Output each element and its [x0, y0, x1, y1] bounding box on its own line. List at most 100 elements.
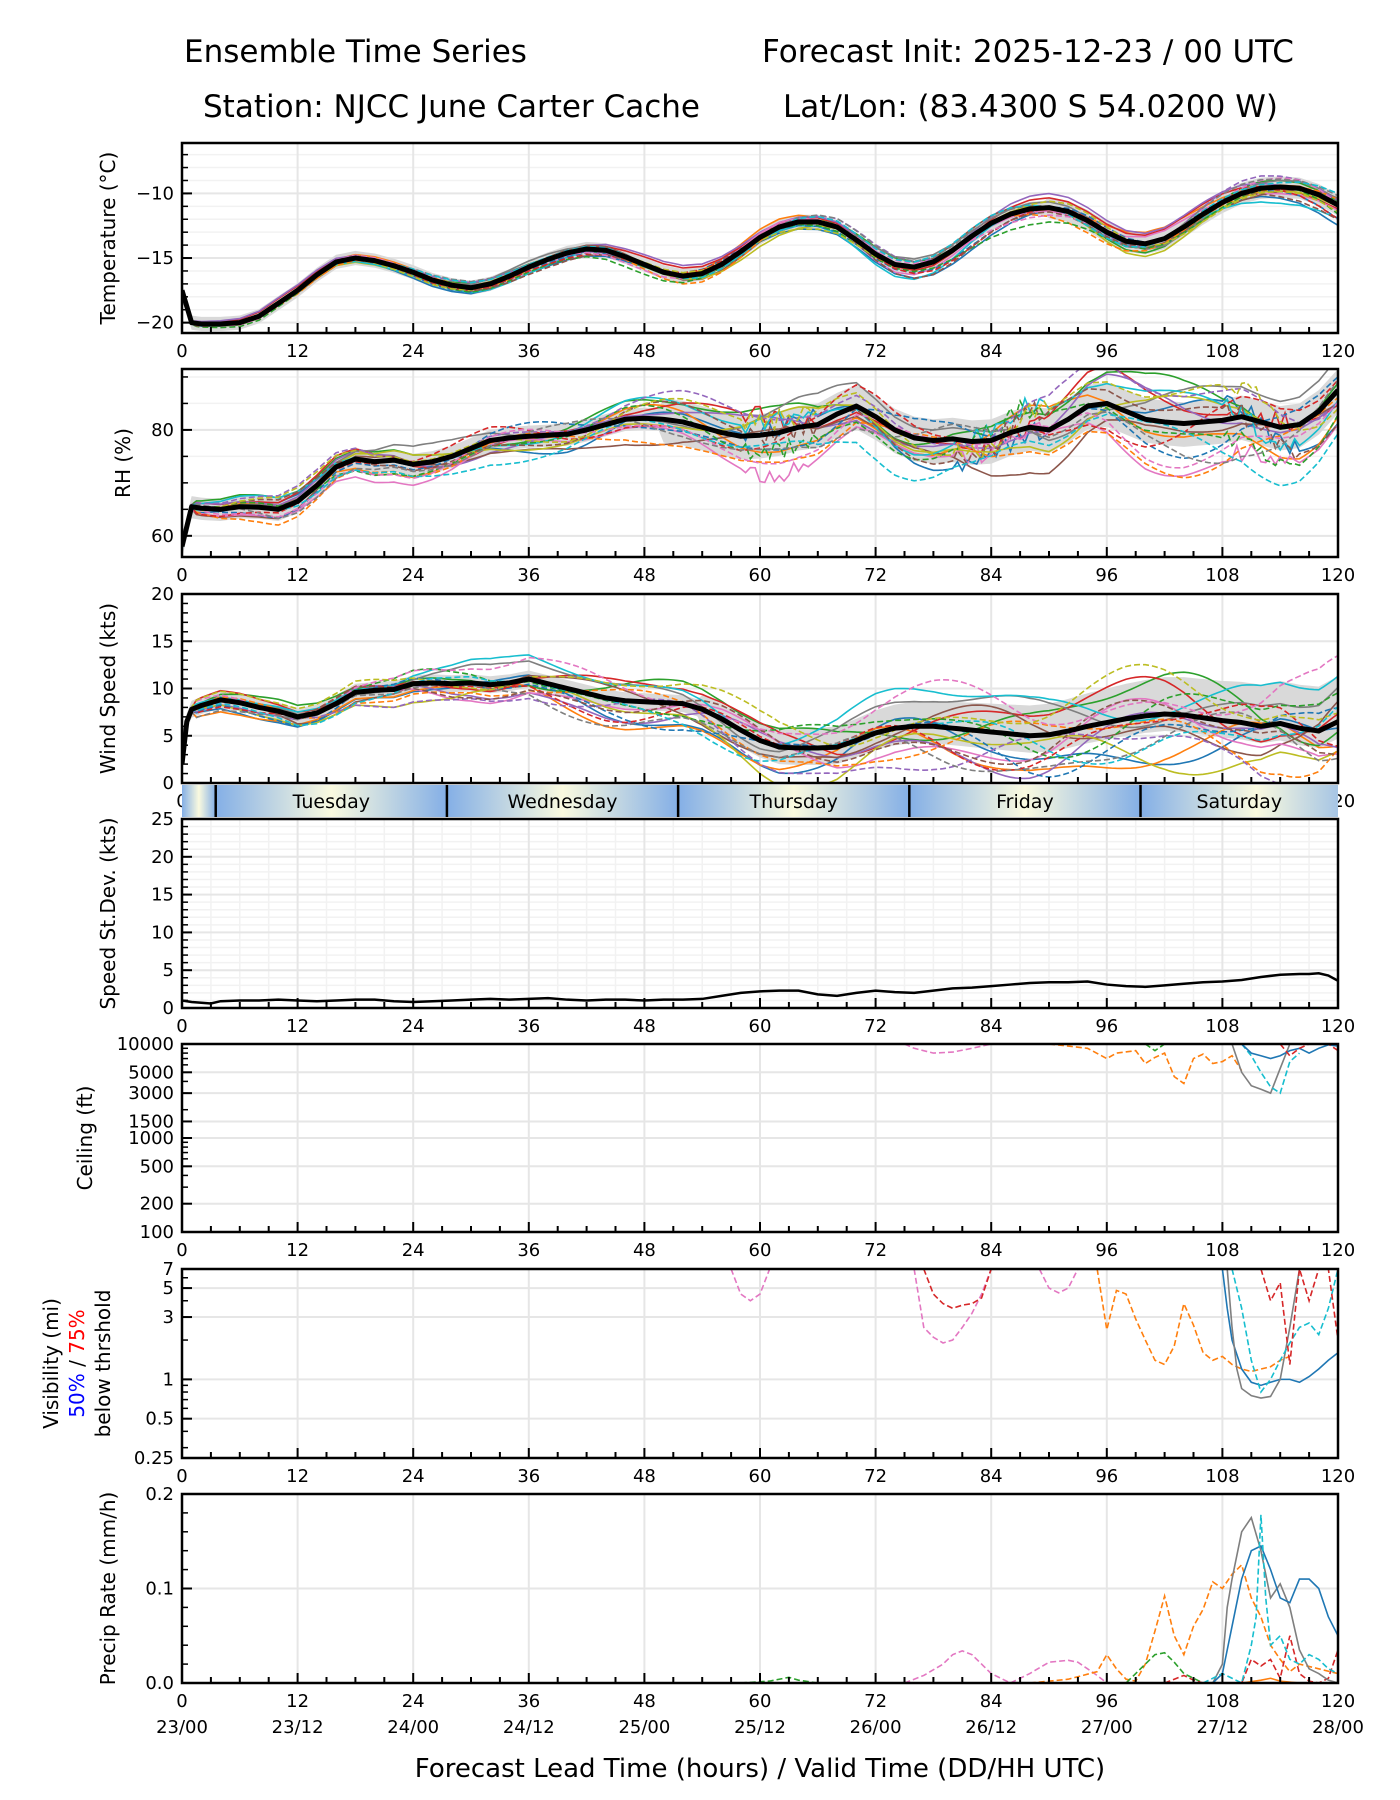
x-tick-label: 36 [517, 1240, 540, 1261]
x-tick-label: 96 [1095, 565, 1118, 586]
x-tick-label: 0 [176, 1016, 187, 1037]
member-line [1260, 1269, 1338, 1365]
x-tick-label: 24 [402, 1240, 425, 1261]
member-line [182, 398, 1338, 548]
spread-band [182, 670, 1338, 773]
x-tick-label: 108 [1205, 565, 1239, 586]
x-tick-label: 60 [749, 565, 772, 586]
member-line [1212, 1544, 1338, 1683]
x-tick-label: 72 [864, 1466, 887, 1487]
day-label-wednesday: Wednesday [508, 791, 618, 813]
x-tick-label: 120 [1321, 1466, 1355, 1487]
y-axis-label: Temperature (°C) [96, 152, 120, 326]
member-line [182, 380, 1338, 548]
member-line [1241, 1044, 1338, 1060]
ensemble-mean-line [182, 676, 1338, 765]
y-tick-label: 3 [163, 1307, 174, 1328]
day-band-segment [215, 785, 447, 817]
x-valid-time-label: 25/12 [734, 1717, 786, 1738]
y-tick-label: 0.1 [145, 1579, 174, 1600]
member-line [1231, 1044, 1291, 1095]
x-tick-label: 24 [402, 1016, 425, 1037]
y-tick-label: 0.25 [134, 1448, 174, 1469]
x-tick-label: 12 [286, 1016, 309, 1037]
y-tick-label: 100 [140, 1222, 174, 1243]
member-line [1029, 1563, 1338, 1683]
member-line [740, 1651, 1204, 1683]
x-axis-title: Forecast Lead Time (hours) / Valid Time … [415, 1754, 1105, 1784]
member-line [923, 1269, 992, 1310]
x-tick-label: 96 [1095, 1466, 1118, 1487]
plot-area-temperature [182, 175, 1338, 332]
x-tick-label: 108 [1205, 1016, 1239, 1037]
y-tick-label: 20 [151, 584, 174, 605]
member-line [1202, 1514, 1338, 1683]
x-tick-label: 108 [1205, 1240, 1239, 1261]
member-line [182, 668, 1338, 764]
y-tick-label: 10000 [117, 1034, 174, 1055]
x-tick-label: 0 [176, 565, 187, 586]
member-line [1048, 1044, 1243, 1085]
x-tick-label: 36 [517, 1466, 540, 1487]
y-tick-label: 1 [163, 1369, 174, 1390]
x-tick-label: 120 [1321, 565, 1355, 586]
y-tick-label: 500 [140, 1156, 174, 1177]
x-valid-time-label: 26/12 [965, 1717, 1017, 1738]
member-line [182, 421, 1338, 550]
x-tick-label: 84 [980, 565, 1003, 586]
y-tick-label: 15 [151, 885, 174, 906]
x-tick-label: 120 [1321, 341, 1355, 362]
x-tick-label: 48 [633, 1016, 656, 1037]
plot-area-ceiling [904, 1044, 1338, 1095]
y-axis-label: Visibility (mi) [39, 1298, 63, 1429]
x-tick-label: 24 [402, 1466, 425, 1487]
panel-wind-speed: 0510152001224364860728496108120Wind Spee… [96, 584, 1355, 812]
y-tick-label: 5000 [128, 1062, 174, 1083]
x-valid-time-label: 25/00 [618, 1717, 670, 1738]
day-band-segment [446, 785, 679, 817]
member-line [182, 688, 1338, 779]
y-tick-label: −10 [136, 183, 174, 204]
member-line [182, 381, 1338, 546]
y-tick-label: 0.0 [145, 1673, 174, 1694]
y-tick-label: 5 [163, 960, 174, 981]
member-line [182, 401, 1338, 549]
x-tick-label: 60 [749, 1016, 772, 1037]
x-tick-label: 108 [1205, 341, 1239, 362]
x-tick-label: 36 [517, 1016, 540, 1037]
x-valid-time-label: 27/12 [1196, 1717, 1248, 1738]
x-tick-label: 120 [1321, 1691, 1355, 1712]
member-line [1096, 1269, 1291, 1373]
title-latlon: Lat/Lon: (83.4300 S 54.0200 W) [783, 89, 1278, 125]
member-line [182, 369, 1330, 546]
x-tick-label: 96 [1095, 1691, 1118, 1712]
x-valid-time-label: 27/00 [1081, 1717, 1133, 1738]
x-tick-label: 60 [749, 1240, 772, 1261]
x-tick-label: 72 [864, 1691, 887, 1712]
x-valid-time-label: 23/00 [156, 1717, 208, 1738]
ensemble-mean-line [182, 184, 1338, 327]
x-tick-label: 12 [286, 1691, 309, 1712]
grid-visibility [181, 1268, 1339, 1459]
y-tick-label: 0.5 [145, 1409, 174, 1430]
y-axis-label: Precip Rate (mm/h) [96, 1492, 120, 1686]
x-tick-label: 84 [980, 341, 1003, 362]
x-tick-label: 72 [864, 341, 887, 362]
y-tick-label: 1500 [128, 1111, 174, 1132]
ensemble-mean-line [182, 388, 1338, 547]
x-tick-label: 60 [749, 1466, 772, 1487]
member-line [1212, 1515, 1338, 1683]
x-tick-label: 60 [749, 1691, 772, 1712]
plot-area-precip_rate [740, 1514, 1338, 1683]
panel-rh: 60 80 0 12 24 36 48 60 72 84 96 108 120 RH (%) [111, 367, 1355, 586]
x-tick-label: 108 [1205, 1466, 1239, 1487]
y-tick-label: 20 [151, 847, 174, 868]
x-valid-time-label: 24/00 [387, 1717, 439, 1738]
member-line [182, 683, 1338, 773]
stdev-line [182, 971, 1338, 1005]
x-tick-label: 72 [864, 1240, 887, 1261]
x-tick-label: 12 [286, 565, 309, 586]
y-tick-label: 1000 [128, 1128, 174, 1149]
x-tick-label: 120 [1321, 1240, 1355, 1261]
